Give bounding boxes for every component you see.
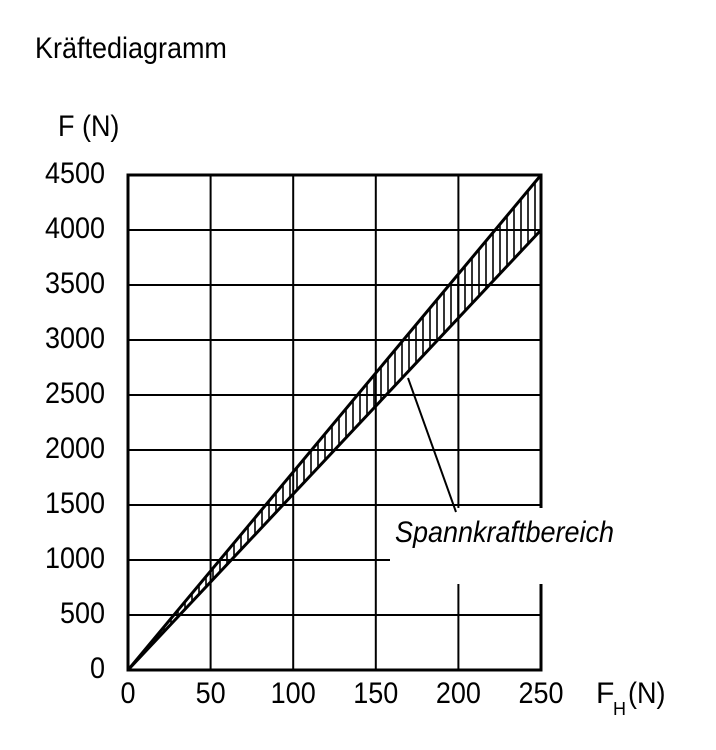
y-axis-label: F (N): [58, 110, 119, 144]
x-tick-label: 0: [120, 677, 135, 711]
series-line: [126, 174, 543, 671]
y-tick-label: 4000: [45, 212, 105, 246]
x-tick-label: 150: [353, 677, 398, 711]
x-tick-label: 250: [518, 677, 563, 711]
x-axis-label: F: [596, 677, 614, 710]
chart-title: Kräftediagramm: [35, 32, 227, 66]
y-tick-label: 3000: [45, 322, 105, 356]
x-axis-label-subscript: H: [613, 699, 626, 719]
y-tick-label: 500: [60, 597, 105, 631]
x-axis-label-unit: (N): [628, 677, 665, 711]
y-tick-label: 1000: [45, 542, 105, 576]
y-tick-label: 0: [90, 652, 105, 686]
y-tick-label: 4500: [45, 157, 105, 191]
series-line: [126, 228, 543, 672]
y-tick-label: 1500: [45, 487, 105, 521]
y-tick-label: 2500: [45, 377, 105, 411]
annotation-leader: [407, 377, 457, 513]
plot-frame: [126, 173, 543, 672]
annotation-mask: [390, 508, 550, 584]
annotation: Spannkraftbereich: [395, 516, 614, 550]
x-tick-label: 100: [271, 677, 316, 711]
x-tick-label: 200: [436, 677, 481, 711]
y-tick-label: 2000: [45, 432, 105, 466]
plot-area: Spannkraftbereich: [126, 173, 614, 672]
y-tick-label: 3500: [45, 267, 105, 301]
x-tick-label: 50: [196, 677, 226, 711]
